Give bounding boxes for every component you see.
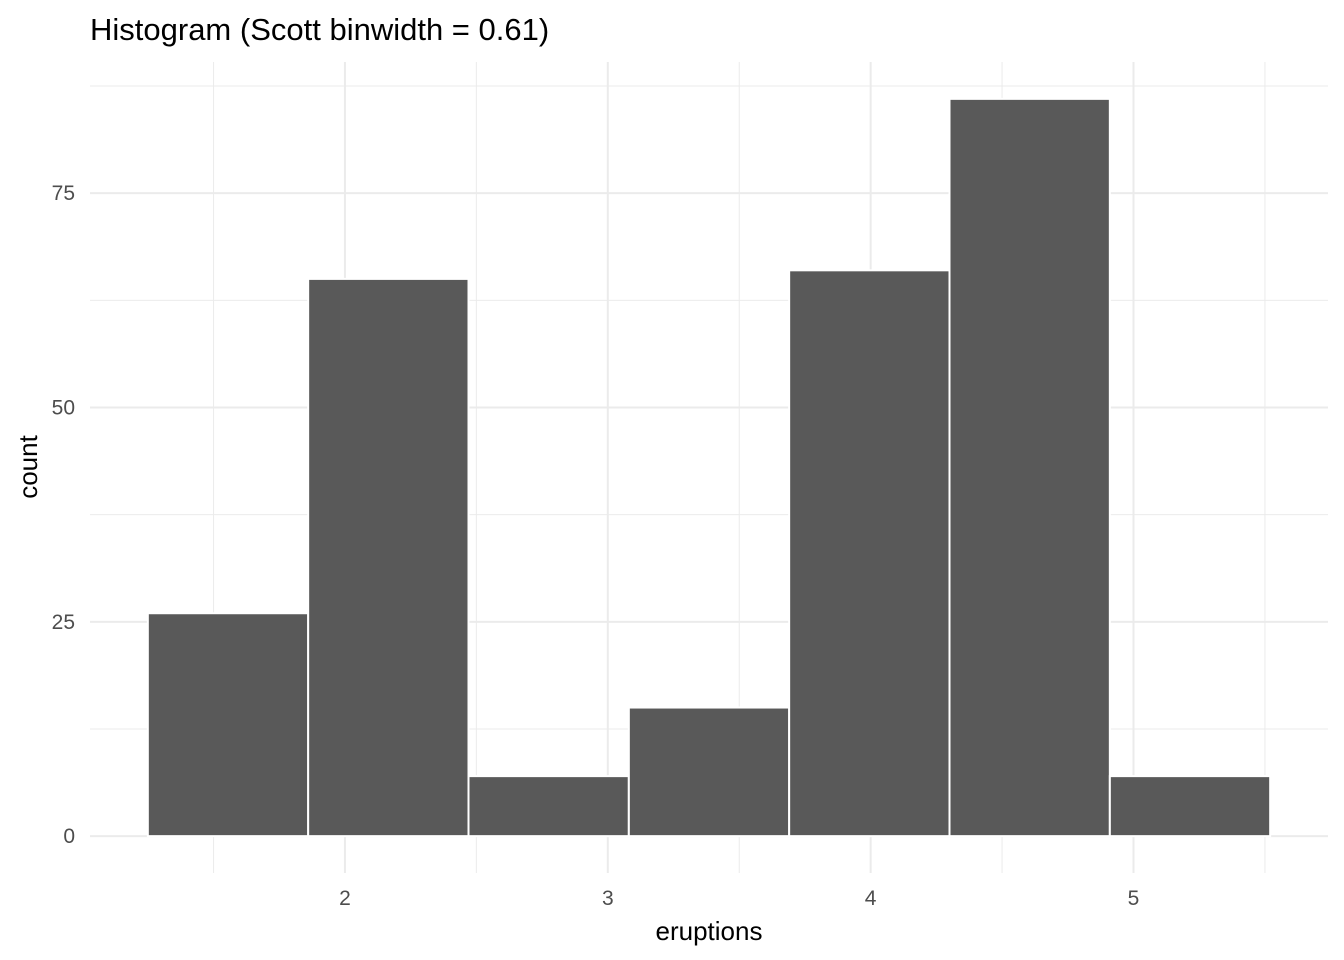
x-axis-title: eruptions	[656, 916, 763, 946]
y-axis-tick-labels: 0 25 50 75	[52, 182, 75, 848]
histogram-bars	[146, 97, 1272, 838]
histogram-bar	[1108, 775, 1272, 838]
histogram-bar	[948, 97, 1111, 838]
histogram-bar	[788, 269, 951, 838]
y-tick-label: 0	[63, 825, 75, 848]
histogram-bar	[627, 706, 791, 838]
y-tick-label: 25	[52, 611, 75, 634]
x-tick-label: 3	[602, 887, 614, 910]
y-tick-label: 75	[52, 182, 75, 205]
x-tick-label: 4	[865, 887, 877, 910]
y-axis-title: count	[13, 434, 43, 498]
x-axis-tick-labels: 2 3 4 5	[339, 887, 1139, 910]
histogram-bar	[146, 612, 310, 838]
histogram-bar	[467, 775, 630, 838]
histogram-bar	[307, 277, 470, 838]
y-tick-label: 50	[52, 396, 75, 419]
x-tick-label: 5	[1128, 887, 1140, 910]
chart-title: Histogram (Scott binwidth = 0.61)	[90, 12, 549, 47]
x-tick-label: 2	[339, 887, 351, 910]
